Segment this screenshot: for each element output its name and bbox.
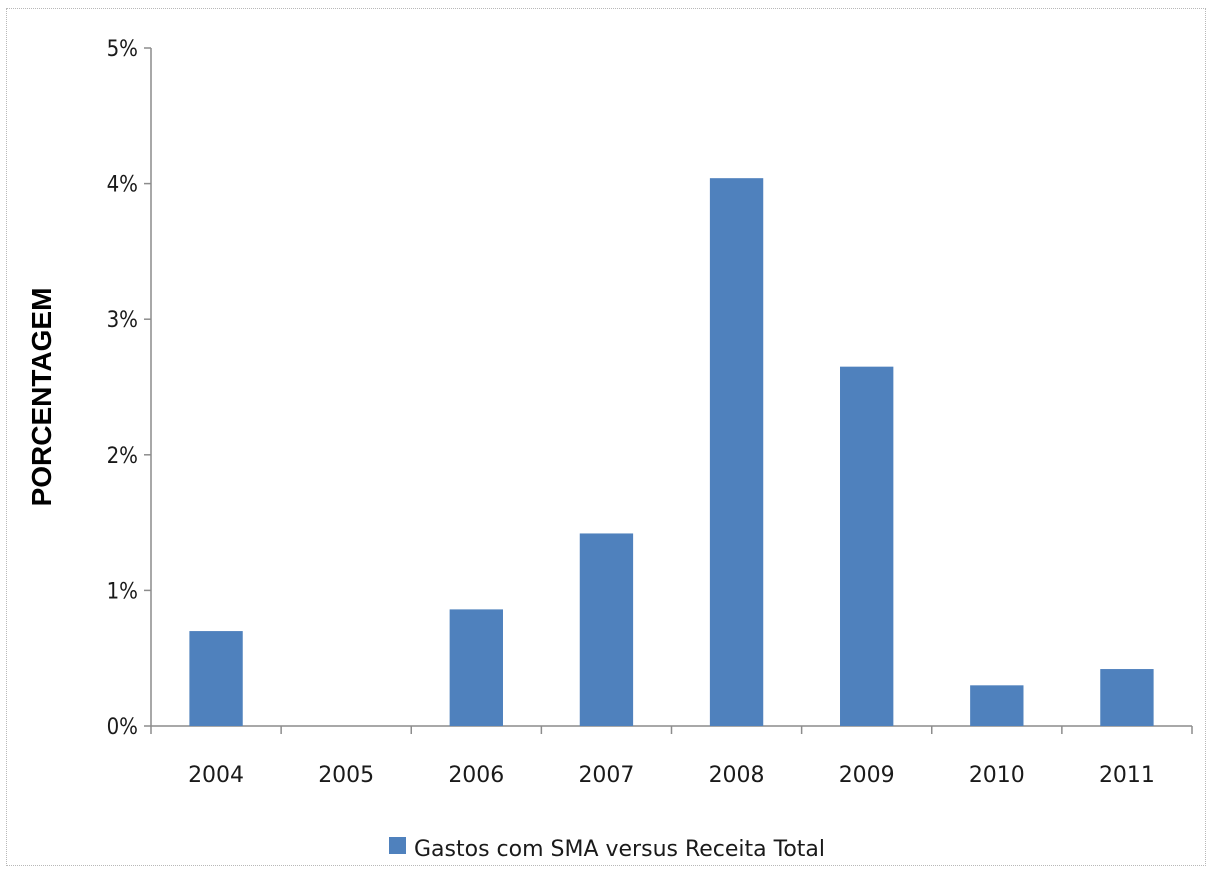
bar [970,685,1024,726]
bar [840,366,894,726]
x-axis: 2004 2005 2006 2007 2008 2009 2010 2011 [150,725,1193,788]
y-tick-label: 1% [107,579,138,604]
bar [579,533,634,726]
legend: Gastos com SMA versus Receita Total [389,837,825,862]
y-tick-label: 3% [107,308,138,333]
bar [189,631,243,726]
y-axis-label: PORCENTAGEM [26,288,57,507]
bar [449,609,503,726]
legend-label: Gastos com SMA versus Receita Total [414,837,825,862]
bars [189,178,1154,726]
bar [1100,669,1154,726]
y-tick-label: 2% [107,444,138,469]
x-tick-label: 2010 [969,763,1025,788]
legend-swatch [389,837,406,854]
x-tick-label: 2009 [839,763,895,788]
x-tick-label: 2006 [448,763,504,788]
x-tick-label: 2011 [1099,763,1155,788]
bar [709,178,764,726]
y-tick-label: 5% [107,37,138,62]
x-tick-label: 2007 [578,763,634,788]
x-tick-label: 2008 [709,763,765,788]
x-tick-label: 2005 [318,763,374,788]
chart-frame [6,8,1206,866]
x-tick-label: 2004 [188,763,244,788]
y-tick-label: 0% [107,715,138,740]
y-axis: 0% 1% 2% 3% 4% 5% [107,37,152,740]
y-tick-label: 4% [107,173,138,198]
